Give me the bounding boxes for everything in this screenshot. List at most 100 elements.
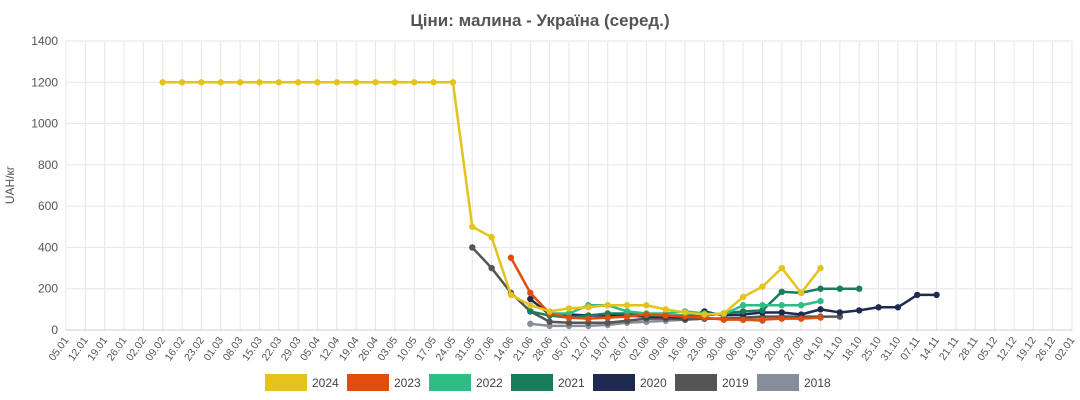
- data-point[interactable]: [411, 79, 418, 86]
- data-point[interactable]: [643, 302, 650, 309]
- legend-item-2024[interactable]: 2024: [265, 374, 339, 391]
- data-point[interactable]: [469, 244, 476, 251]
- data-point[interactable]: [662, 312, 669, 319]
- legend-item-2022[interactable]: 2022: [429, 374, 503, 391]
- x-tick-label: 30.08: [704, 335, 729, 364]
- data-point[interactable]: [546, 308, 553, 315]
- data-point[interactable]: [759, 316, 766, 323]
- data-point[interactable]: [817, 264, 824, 272]
- data-point[interactable]: [836, 285, 844, 292]
- legend-label: 2022: [476, 376, 503, 390]
- data-point[interactable]: [681, 309, 689, 316]
- legend-label: 2024: [312, 376, 339, 390]
- data-point[interactable]: [875, 304, 882, 311]
- legend-label: 2023: [394, 376, 421, 390]
- x-tick-label: 19.01: [85, 335, 110, 364]
- data-point[interactable]: [739, 302, 747, 309]
- data-point[interactable]: [894, 304, 902, 311]
- y-tick-label: 200: [38, 282, 58, 296]
- data-point[interactable]: [643, 311, 650, 318]
- data-point[interactable]: [159, 79, 166, 86]
- data-point[interactable]: [527, 302, 534, 309]
- y-tick-label: 1200: [31, 75, 58, 89]
- data-point[interactable]: [797, 289, 805, 297]
- data-point[interactable]: [759, 307, 766, 314]
- legend-item-2021[interactable]: 2021: [511, 374, 585, 391]
- data-point[interactable]: [701, 311, 708, 318]
- data-point[interactable]: [778, 315, 786, 322]
- data-point[interactable]: [778, 264, 786, 272]
- data-point[interactable]: [604, 314, 611, 321]
- data-point[interactable]: [855, 307, 863, 314]
- data-point[interactable]: [488, 264, 495, 272]
- x-tick-label: 26.12: [1033, 335, 1058, 364]
- data-point[interactable]: [585, 315, 592, 322]
- data-point[interactable]: [739, 316, 747, 323]
- data-point[interactable]: [604, 319, 611, 326]
- data-point[interactable]: [488, 233, 495, 241]
- data-point[interactable]: [778, 288, 786, 296]
- x-tick-label: 02.08: [627, 335, 652, 364]
- legend-item-2019[interactable]: 2019: [675, 374, 749, 391]
- data-point[interactable]: [198, 79, 205, 86]
- data-point[interactable]: [565, 314, 573, 321]
- data-point[interactable]: [430, 79, 437, 86]
- data-point[interactable]: [662, 306, 669, 313]
- data-point[interactable]: [778, 302, 786, 309]
- data-point[interactable]: [817, 314, 824, 321]
- data-point[interactable]: [372, 79, 379, 86]
- legend-label: 2018: [804, 376, 831, 390]
- data-point[interactable]: [565, 319, 573, 326]
- data-point[interactable]: [623, 313, 631, 320]
- data-point[interactable]: [314, 79, 321, 86]
- legend-label: 2020: [640, 376, 667, 390]
- legend-item-2023[interactable]: 2023: [347, 374, 421, 391]
- data-point[interactable]: [391, 79, 399, 86]
- data-point[interactable]: [507, 291, 515, 299]
- data-point[interactable]: [507, 254, 515, 261]
- data-point[interactable]: [933, 291, 940, 299]
- data-point[interactable]: [178, 79, 186, 86]
- data-point[interactable]: [778, 309, 786, 316]
- data-point[interactable]: [527, 320, 534, 328]
- x-tick-label: 21.11: [937, 335, 962, 363]
- data-point[interactable]: [333, 79, 341, 86]
- data-point[interactable]: [914, 291, 921, 299]
- data-point[interactable]: [527, 295, 534, 303]
- data-point[interactable]: [817, 306, 824, 313]
- data-point[interactable]: [236, 79, 244, 86]
- data-point[interactable]: [817, 285, 824, 292]
- data-point[interactable]: [217, 79, 224, 86]
- data-point[interactable]: [720, 310, 727, 317]
- data-point[interactable]: [836, 309, 844, 316]
- data-point[interactable]: [604, 302, 611, 309]
- data-point[interactable]: [565, 305, 573, 312]
- legend-item-2018[interactable]: 2018: [757, 374, 831, 391]
- data-point[interactable]: [294, 79, 302, 86]
- data-point[interactable]: [797, 315, 805, 322]
- data-point[interactable]: [585, 304, 592, 311]
- data-point[interactable]: [720, 316, 727, 323]
- data-point[interactable]: [256, 79, 263, 86]
- y-tick-label: 400: [38, 240, 58, 254]
- data-point[interactable]: [275, 79, 283, 86]
- data-point[interactable]: [469, 223, 476, 230]
- data-point[interactable]: [817, 297, 824, 305]
- legend-item-2020[interactable]: 2020: [593, 374, 667, 391]
- data-point[interactable]: [546, 318, 553, 325]
- data-point[interactable]: [527, 308, 534, 315]
- data-point[interactable]: [623, 302, 631, 309]
- x-axis-ticks: 05.0112.0119.0126.0102.0209.0216.0223.02…: [47, 335, 1078, 364]
- data-point[interactable]: [759, 283, 766, 290]
- data-point[interactable]: [623, 308, 631, 315]
- data-point[interactable]: [759, 302, 766, 309]
- data-point[interactable]: [527, 289, 534, 297]
- data-point[interactable]: [855, 285, 863, 292]
- series-line: [530, 287, 860, 319]
- data-point[interactable]: [739, 308, 747, 315]
- data-point[interactable]: [352, 79, 360, 86]
- data-point[interactable]: [739, 293, 747, 301]
- x-tick-label: 31.05: [453, 335, 478, 364]
- data-point[interactable]: [797, 302, 805, 309]
- data-point[interactable]: [449, 79, 457, 86]
